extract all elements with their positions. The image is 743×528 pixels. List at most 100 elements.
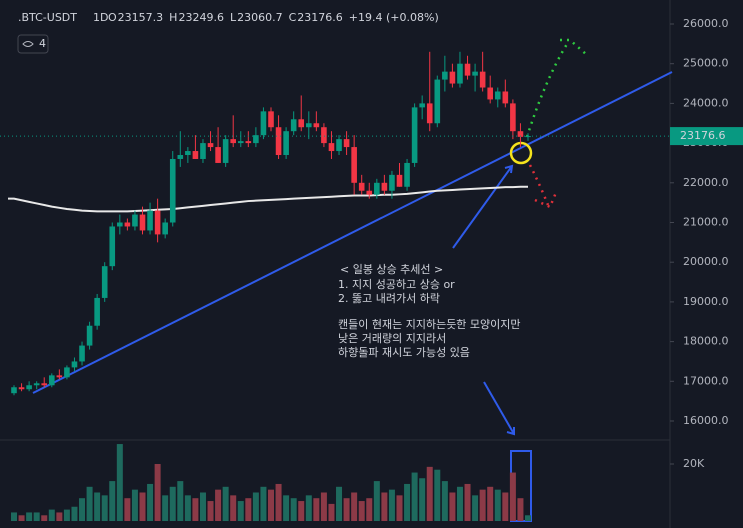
candle-body (343, 139, 350, 148)
volume-bar (215, 489, 222, 521)
volume-bar (305, 495, 312, 521)
symbol: .BTC-USDT (18, 11, 77, 24)
eye-icon (22, 41, 34, 47)
y-tick-label: 20000.0 (683, 255, 729, 268)
candle-body (457, 63, 463, 84)
volume-bar (139, 492, 146, 521)
header-value: 23249.6 (178, 11, 224, 24)
volume-bar (268, 489, 274, 521)
candle-body (245, 141, 252, 144)
candle-body (237, 141, 244, 144)
volume-bar (525, 515, 531, 521)
candle-body (434, 79, 441, 124)
y-tick-label: 26000.0 (683, 17, 729, 30)
volume-bar (396, 495, 403, 521)
candle-body (192, 151, 199, 159)
indicator-toggle[interactable] (17, 34, 49, 54)
volume-bar (487, 486, 494, 521)
volume-bar (328, 503, 335, 521)
y-tick-label: 22000.0 (683, 176, 729, 189)
candle-body (147, 210, 153, 231)
candle-body (177, 155, 184, 159)
candle-body (404, 162, 410, 187)
volume-bar (116, 444, 123, 521)
volume-bar (154, 464, 161, 521)
moving-average (8, 185, 528, 213)
candle-body (33, 383, 40, 386)
volume-bar (313, 498, 320, 521)
candle-body (464, 63, 471, 76)
volume-bar (33, 512, 40, 521)
candle-body (94, 297, 100, 326)
candle-body (132, 214, 138, 227)
y-tick-label: 16000.0 (683, 414, 729, 427)
candle-body (222, 139, 229, 163)
candle-body (298, 119, 305, 128)
volume-bar (351, 492, 358, 521)
candle-body (200, 143, 206, 159)
y-tick-label: 17000.0 (683, 374, 729, 387)
candle-body (374, 182, 380, 195)
candle-body (494, 91, 501, 100)
volume-bar (472, 495, 479, 521)
candle-body (268, 111, 274, 128)
candle-body (305, 123, 312, 128)
candle-body (207, 143, 214, 148)
volume-bar (252, 492, 259, 521)
candle-body (185, 151, 191, 156)
volume-bar (222, 486, 229, 521)
price-label-box (670, 127, 743, 146)
y2-tick-label: 20K (683, 457, 705, 470)
candle-body (109, 226, 116, 267)
volume-bar (426, 466, 433, 521)
candle-body (18, 387, 25, 390)
y-tick-label: 24000.0 (683, 96, 729, 109)
volume-bar (26, 512, 33, 521)
annotation-text: 하향돌파 재시도 가능성 있음 (338, 345, 470, 359)
candle-body (260, 111, 267, 136)
candle-body (11, 387, 17, 394)
candle-body (117, 222, 123, 227)
volume-bar (464, 483, 471, 521)
volume-bar (388, 489, 395, 521)
annotation-text: 2. 뚫고 내려가서 하락 (338, 291, 440, 305)
volume-bar (207, 501, 214, 521)
candle-body (215, 147, 221, 163)
volume-bar (169, 486, 176, 521)
candle-body (275, 127, 282, 156)
volume-bar (336, 486, 343, 521)
volume-bar (298, 501, 305, 521)
volume-bar (192, 498, 199, 521)
header: .BTC-USDT 1D 4 (18, 11, 108, 50)
volume-bar (517, 498, 524, 521)
volume-bar (124, 498, 131, 521)
volume-bar (11, 512, 17, 521)
change: +19.4 (+0.08%) (349, 11, 439, 24)
candle-body (283, 131, 289, 156)
volume-bar (509, 472, 516, 521)
candle-body (71, 361, 78, 368)
y-tick-label: 21000.0 (683, 216, 729, 229)
candle-body (411, 107, 418, 163)
candle-body (230, 139, 237, 144)
candle-body (290, 119, 297, 132)
volume-bar (320, 492, 327, 521)
candle-body (517, 131, 524, 137)
candle-body (328, 143, 335, 152)
volume-bar (381, 492, 388, 521)
candle-body (487, 87, 494, 100)
volume-bar (479, 489, 486, 521)
candle-body (86, 325, 93, 346)
header-key: C (289, 11, 297, 24)
volume-bar (109, 481, 116, 521)
volume-bar (162, 495, 169, 521)
candle-body (449, 71, 456, 84)
candle-body (502, 91, 509, 104)
volume-bar (237, 501, 244, 521)
volume-bar (230, 495, 237, 521)
volume-bar (18, 515, 25, 521)
highlight-circle (509, 141, 533, 165)
volume-bar (184, 495, 191, 521)
candle-body (101, 266, 108, 298)
candle-body (358, 182, 365, 191)
